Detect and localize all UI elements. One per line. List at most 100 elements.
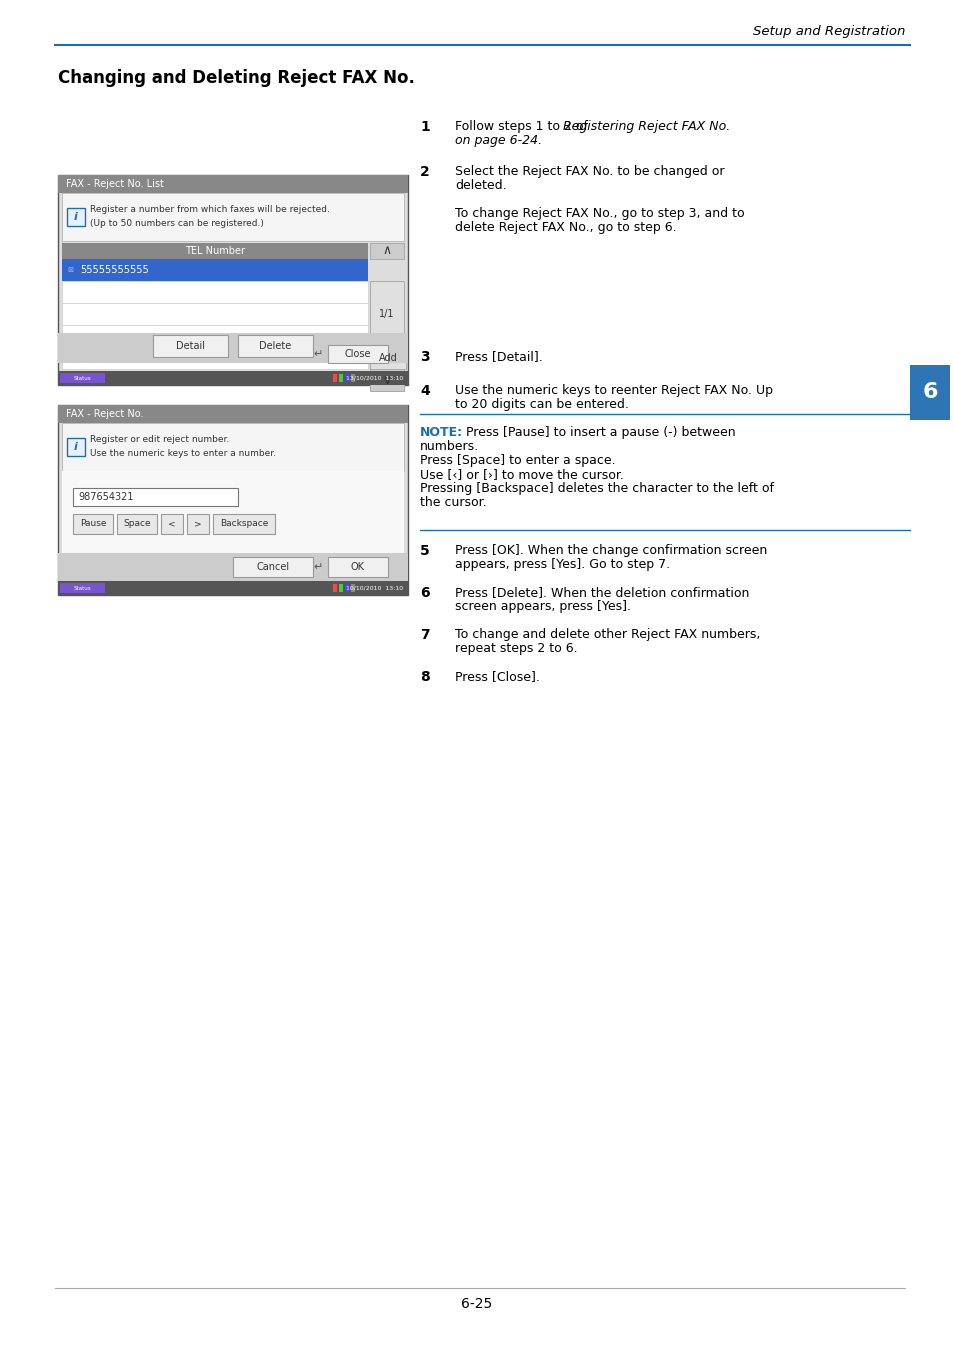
Text: Press [Delete]. When the deletion confirmation: Press [Delete]. When the deletion confir…: [455, 586, 749, 599]
FancyBboxPatch shape: [67, 208, 85, 225]
Bar: [62, 471, 403, 566]
Bar: [233, 558, 313, 576]
Bar: [60, 583, 105, 593]
Text: Pressing [Backspace] deletes the character to the left of: Pressing [Backspace] deletes the charact…: [419, 482, 773, 495]
Text: Setup and Registration: Setup and Registration: [752, 26, 904, 39]
Text: numbers.: numbers.: [419, 440, 478, 454]
Bar: [338, 374, 343, 382]
Bar: [333, 374, 336, 382]
Bar: [62, 325, 368, 347]
Text: ∧: ∧: [382, 244, 391, 258]
Text: delete Reject FAX No., go to step 6.: delete Reject FAX No., go to step 6.: [455, 221, 676, 234]
FancyBboxPatch shape: [909, 364, 949, 420]
Bar: [328, 346, 388, 363]
Text: Add: Add: [378, 352, 397, 363]
Bar: [62, 302, 368, 325]
Bar: [187, 514, 209, 535]
Text: FAX - Reject No. List: FAX - Reject No. List: [66, 180, 164, 189]
Text: 13/10/2010  13:10: 13/10/2010 13:10: [345, 375, 402, 381]
Text: Backspace: Backspace: [219, 520, 268, 528]
Text: Register or edit reject number.: Register or edit reject number.: [90, 435, 229, 444]
Text: Use the numeric keys to reenter Reject FAX No. Up: Use the numeric keys to reenter Reject F…: [455, 383, 772, 397]
Text: Status: Status: [73, 586, 91, 590]
Bar: [58, 371, 408, 385]
Text: to 20 digits can be entered.: to 20 digits can be entered.: [455, 398, 628, 410]
Text: FAX - Reject No.: FAX - Reject No.: [66, 409, 143, 418]
Bar: [213, 514, 274, 535]
Text: 8: 8: [419, 670, 429, 684]
Text: To change Reject FAX No., go to step 3, and to: To change Reject FAX No., go to step 3, …: [455, 207, 744, 220]
Text: Press [OK]. When the change confirmation screen: Press [OK]. When the change confirmation…: [455, 544, 766, 558]
Bar: [351, 585, 355, 593]
Text: Select the Reject FAX No. to be changed or: Select the Reject FAX No. to be changed …: [455, 165, 723, 178]
Text: Press [Close].: Press [Close].: [455, 670, 539, 683]
Text: i: i: [74, 441, 78, 452]
Text: NOTE:: NOTE:: [419, 427, 462, 439]
Text: screen appears, press [Yes].: screen appears, press [Yes].: [455, 599, 630, 613]
Text: 5: 5: [419, 544, 429, 558]
Bar: [58, 405, 408, 595]
Bar: [58, 554, 408, 580]
Bar: [58, 405, 408, 423]
Text: Use the numeric keys to enter a number.: Use the numeric keys to enter a number.: [90, 448, 275, 458]
Bar: [58, 580, 408, 595]
Bar: [58, 176, 408, 385]
Text: ⊠: ⊠: [67, 267, 72, 273]
Bar: [338, 585, 343, 593]
Bar: [62, 423, 403, 471]
Text: Changing and Deleting Reject FAX No.: Changing and Deleting Reject FAX No.: [58, 69, 415, 86]
Text: Press [Pause] to insert a pause (-) between: Press [Pause] to insert a pause (-) betw…: [465, 427, 735, 439]
Bar: [351, 374, 355, 382]
Bar: [370, 281, 403, 347]
Bar: [62, 347, 368, 369]
Bar: [60, 373, 105, 383]
Text: Delete: Delete: [259, 342, 292, 351]
Text: Use [‹] or [›] to move the cursor.: Use [‹] or [›] to move the cursor.: [419, 468, 623, 481]
Bar: [345, 585, 349, 593]
Text: <: <: [168, 520, 175, 528]
Text: Pause: Pause: [80, 520, 106, 528]
Text: i: i: [74, 212, 78, 221]
Text: TEL Number: TEL Number: [185, 246, 245, 256]
Text: deleted.: deleted.: [455, 180, 506, 192]
Text: 6: 6: [922, 382, 937, 402]
Text: (Up to 50 numbers can be registered.): (Up to 50 numbers can be registered.): [90, 219, 264, 228]
Text: 2: 2: [419, 165, 429, 180]
Bar: [237, 335, 313, 356]
Bar: [370, 347, 406, 369]
Text: Status: Status: [73, 375, 91, 381]
Text: Press [Space] to enter a space.: Press [Space] to enter a space.: [419, 454, 615, 467]
Text: Register a number from which faxes will be rejected.: Register a number from which faxes will …: [90, 204, 330, 213]
Bar: [161, 514, 183, 535]
Text: To change and delete other Reject FAX numbers,: To change and delete other Reject FAX nu…: [455, 628, 760, 641]
Text: appears, press [Yes]. Go to step 7.: appears, press [Yes]. Go to step 7.: [455, 558, 669, 571]
Text: 3: 3: [419, 350, 429, 365]
Bar: [152, 335, 228, 356]
Bar: [370, 243, 403, 259]
Text: 6-25: 6-25: [461, 1297, 492, 1311]
Text: 10/10/2010  13:10: 10/10/2010 13:10: [346, 586, 402, 590]
Text: 55555555555: 55555555555: [80, 265, 149, 275]
Text: on page 6-24.: on page 6-24.: [455, 134, 541, 147]
Text: 6: 6: [419, 586, 429, 599]
Text: Space: Space: [123, 520, 151, 528]
Text: OK: OK: [351, 562, 365, 572]
Bar: [328, 558, 388, 576]
Bar: [73, 487, 237, 506]
Bar: [73, 514, 112, 535]
Bar: [58, 333, 408, 363]
Text: ∨: ∨: [382, 374, 391, 386]
Text: Press [Detail].: Press [Detail].: [455, 350, 542, 363]
Text: Registering Reject FAX No.: Registering Reject FAX No.: [562, 120, 729, 134]
Text: ↵: ↵: [313, 350, 322, 359]
Bar: [62, 259, 368, 281]
Text: repeat steps 2 to 6.: repeat steps 2 to 6.: [455, 643, 577, 655]
Bar: [370, 369, 403, 391]
Text: Detail: Detail: [175, 342, 205, 351]
Text: ↵: ↵: [313, 562, 322, 572]
Bar: [62, 243, 368, 259]
Bar: [117, 514, 157, 535]
Text: >: >: [194, 520, 202, 528]
Bar: [62, 281, 368, 302]
Bar: [333, 585, 336, 593]
